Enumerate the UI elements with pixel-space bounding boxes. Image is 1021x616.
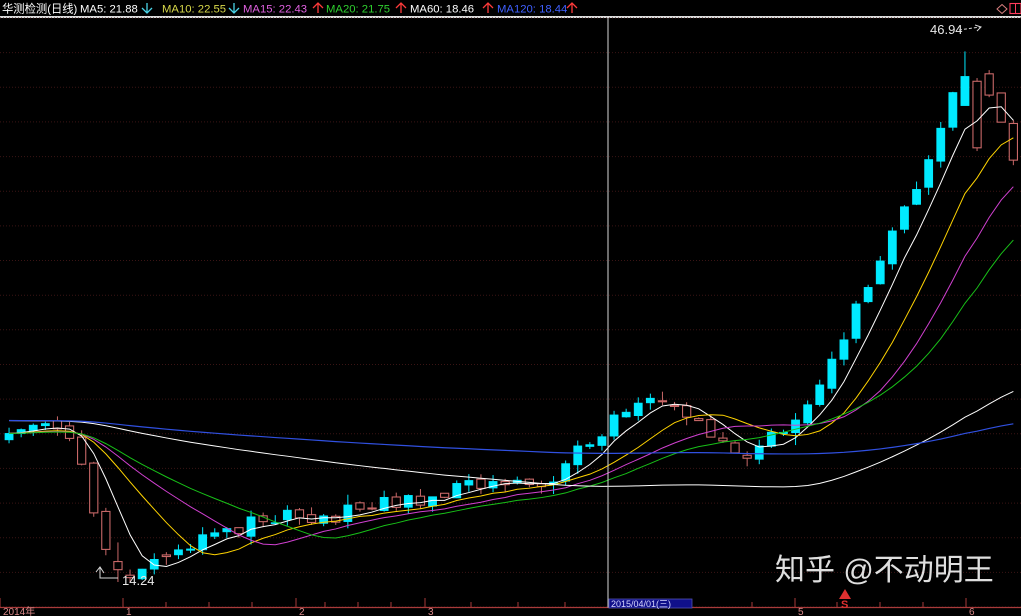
svg-text:14.24: 14.24: [122, 573, 155, 588]
svg-text:1: 1: [126, 607, 132, 616]
svg-text:S: S: [841, 599, 848, 611]
svg-text:6: 6: [969, 607, 975, 616]
svg-text:2015/04/01(三): 2015/04/01(三): [611, 599, 671, 609]
svg-text:2014年: 2014年: [3, 605, 35, 616]
svg-text:46.94: 46.94: [930, 22, 963, 37]
svg-text:5: 5: [798, 607, 804, 616]
svg-text:2: 2: [299, 607, 305, 616]
svg-text:知乎 @不动明王: 知乎 @不动明王: [775, 554, 994, 587]
svg-text:3: 3: [428, 607, 434, 616]
